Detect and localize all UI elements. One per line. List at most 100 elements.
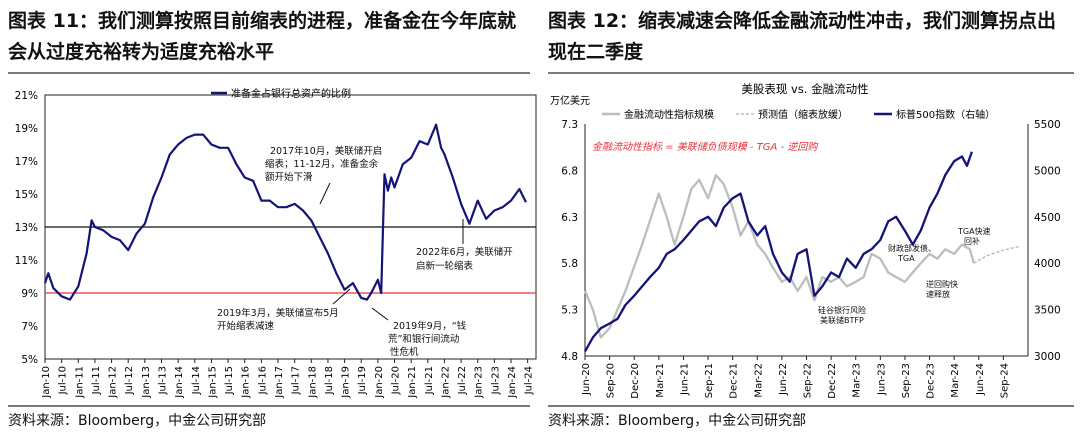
y-tick-label: 21% bbox=[15, 90, 38, 102]
x-tick-label: Jan-10 bbox=[41, 366, 52, 399]
title-divider bbox=[548, 72, 1074, 74]
legend-label-forecast: 预测值（缩表放缓） bbox=[758, 108, 848, 121]
annotation-treasury: 财政部发债、 TGA bbox=[888, 243, 936, 263]
reference-lines bbox=[45, 226, 536, 294]
x-tick-label: Jul-13 bbox=[158, 366, 169, 395]
annotation-line: 2017年10月，美联储开启 bbox=[270, 145, 382, 157]
x-tick-label: Jul-11 bbox=[91, 366, 102, 395]
x-axis-ticks: Jun-20 Sep-20 Dec-20 Mar-21 Jun-21 Sep-21 Dec-… bbox=[581, 356, 1010, 399]
y2-tick-label: 3000 bbox=[1034, 351, 1061, 363]
liquidity-vs-sp500-chart: 美股表现 vs. 金融流动性 万亿美元 金融流动性指标规模 预测值（缩表放缓） … bbox=[550, 82, 1061, 399]
x-tick-label: Jun-21 bbox=[679, 363, 690, 396]
y-axis-unit: 万亿美元 bbox=[550, 94, 590, 107]
x-tick-label: Mar-23 bbox=[852, 363, 863, 398]
x-tick-label: Jul-23 bbox=[490, 366, 501, 395]
y-tick-label: 6.3 bbox=[561, 212, 578, 224]
annotation-line: 2022年6月，美联储开 bbox=[416, 246, 513, 258]
chart-title: 美股表现 vs. 金融流动性 bbox=[741, 82, 868, 96]
figure-11-title: 图表 11：我们测算按照目前缩表的进程，准备金在今年底就会从过度充裕转为适度充裕… bbox=[8, 10, 517, 63]
x-tick-label: Jan-17 bbox=[274, 366, 285, 399]
y2-tick-label: 4500 bbox=[1034, 212, 1061, 224]
annotation-line: 2019年9月，“钱 bbox=[393, 320, 467, 332]
x-tick-label: Jan-23 bbox=[474, 366, 485, 399]
x-tick-label: Jul-14 bbox=[191, 366, 202, 395]
annotation-line: 2019年3月，美联储宣布5月 bbox=[217, 307, 339, 319]
y-tick-label: 6.8 bbox=[561, 165, 578, 177]
y2-tick-label: 5000 bbox=[1034, 165, 1061, 177]
annotation-line: TGA快速 bbox=[957, 226, 991, 236]
annotation-line: 开始缩表减速 bbox=[217, 320, 275, 332]
y-tick-label: 7% bbox=[21, 321, 38, 333]
annotation-line: 缩表；11-12月，准备金余 bbox=[265, 158, 379, 170]
y-tick-label: 9% bbox=[21, 288, 38, 300]
arrow-2017 bbox=[319, 182, 331, 205]
y-tick-label: 13% bbox=[15, 222, 38, 234]
series-lines bbox=[43, 123, 527, 301]
y-tick-label: 11% bbox=[15, 255, 38, 267]
annotation-line: 额开始下滑 bbox=[265, 171, 313, 183]
series-lines bbox=[583, 151, 1020, 352]
x-tick-label: Jul-10 bbox=[58, 366, 69, 395]
series-line-reserves-ratio bbox=[43, 123, 527, 301]
series-line-sp500 bbox=[583, 151, 973, 352]
y-tick-label: 5.3 bbox=[561, 305, 578, 317]
legend-label-liquidity: 金融流动性指标规模 bbox=[624, 108, 714, 121]
x-tick-label: Jul-22 bbox=[457, 366, 468, 395]
annotation-2019-mar: 2019年3月，美联储宣布5月 开始缩表减速 bbox=[217, 307, 339, 332]
x-tick-label: Jan-13 bbox=[141, 366, 152, 399]
x-tick-label: Sep-21 bbox=[704, 363, 715, 398]
x-tick-label: Jul-19 bbox=[357, 366, 368, 395]
y2-tick-label: 5500 bbox=[1034, 119, 1061, 131]
x-tick-label: Jul-18 bbox=[324, 366, 335, 395]
annotation-tga-refill: TGA快速 回补 bbox=[957, 226, 991, 246]
legend: 金融流动性指标规模 预测值（缩表放缓） 标普500指数（右轴） bbox=[602, 108, 995, 121]
x-tick-label: Jul-17 bbox=[291, 366, 302, 395]
annotation-line: 硅谷银行风险 bbox=[818, 305, 866, 315]
x-tick-label: Jan-16 bbox=[241, 366, 252, 399]
source-divider bbox=[8, 405, 530, 407]
x-tick-label: Jun-20 bbox=[581, 363, 592, 396]
x-tick-label: Dec-20 bbox=[630, 363, 641, 399]
annotation-svb: 硅谷银行风险 美联储BTFP bbox=[818, 305, 866, 325]
x-tick-label: Jul-12 bbox=[124, 366, 135, 395]
figure-12-title: 图表 12：缩表减速会降低金融流动性冲击，我们测算拐点出现在二季度 bbox=[548, 10, 1057, 63]
x-tick-label: Mar-24 bbox=[950, 363, 961, 398]
arrow-2019-mar bbox=[332, 288, 351, 305]
x-tick-label: Jan-18 bbox=[307, 366, 318, 399]
y-tick-label: 5% bbox=[21, 354, 38, 366]
annotation-line: 速释放 bbox=[926, 289, 950, 299]
legend-label-sp500: 标普500指数（右轴） bbox=[896, 108, 995, 121]
x-tick-label: Dec-23 bbox=[926, 363, 937, 399]
title-divider bbox=[8, 72, 530, 74]
x-tick-label: Jan-12 bbox=[108, 366, 119, 399]
y-tick-label: 7.3 bbox=[561, 119, 578, 131]
x-tick-label: Sep-22 bbox=[803, 363, 814, 398]
annotation-2022: 2022年6月，美联储开 启新一轮缩表 bbox=[416, 246, 513, 272]
y2-tick-label: 3500 bbox=[1034, 305, 1061, 317]
annotation-line: 性危机 bbox=[390, 346, 419, 358]
x-tick-label: Jan-22 bbox=[440, 366, 451, 399]
series-line-liquidity bbox=[583, 173, 976, 339]
x-tick-label: Jan-19 bbox=[341, 366, 352, 399]
figure-12-panel: 图表 12：缩表减速会降低金融流动性冲击，我们测算拐点出现在二季度 美股表现 v… bbox=[540, 0, 1080, 441]
annotation-reverse-repo: 逆回购快 速释放 bbox=[926, 279, 958, 299]
x-tick-label: Jul-21 bbox=[424, 366, 435, 395]
figure-11-source: 资料来源：Bloomberg，中金公司研究部 bbox=[8, 413, 267, 429]
annotation-2017: 2017年10月，美联储开启 缩表；11-12月，准备金余 额开始下滑 bbox=[265, 145, 382, 183]
y2-axis-ticks: 3000 3500 4000 4500 5000 5500 bbox=[1034, 119, 1061, 363]
annotation-arrows bbox=[319, 182, 464, 321]
annotation-line: 财政部发债、 bbox=[888, 243, 936, 253]
x-tick-label: Jun-23 bbox=[876, 363, 887, 396]
annotation-line: 荒”和银行间流动 bbox=[388, 333, 459, 345]
y-tick-label: 15% bbox=[15, 189, 38, 201]
x-tick-label: Jan-20 bbox=[374, 366, 385, 399]
figure-12-source: 资料来源：Bloomberg，中金公司研究部 bbox=[548, 413, 807, 429]
x-tick-label: Jan-11 bbox=[74, 366, 85, 399]
x-tick-label: Jul-24 bbox=[524, 366, 535, 395]
x-tick-label: Jan-21 bbox=[407, 366, 418, 399]
y-tick-label: 17% bbox=[15, 156, 38, 168]
x-tick-label: Jan-14 bbox=[174, 366, 185, 399]
x-tick-label: Dec-22 bbox=[827, 363, 838, 399]
x-tick-label: Jan-24 bbox=[507, 366, 518, 399]
x-tick-label: Jan-15 bbox=[207, 366, 218, 399]
